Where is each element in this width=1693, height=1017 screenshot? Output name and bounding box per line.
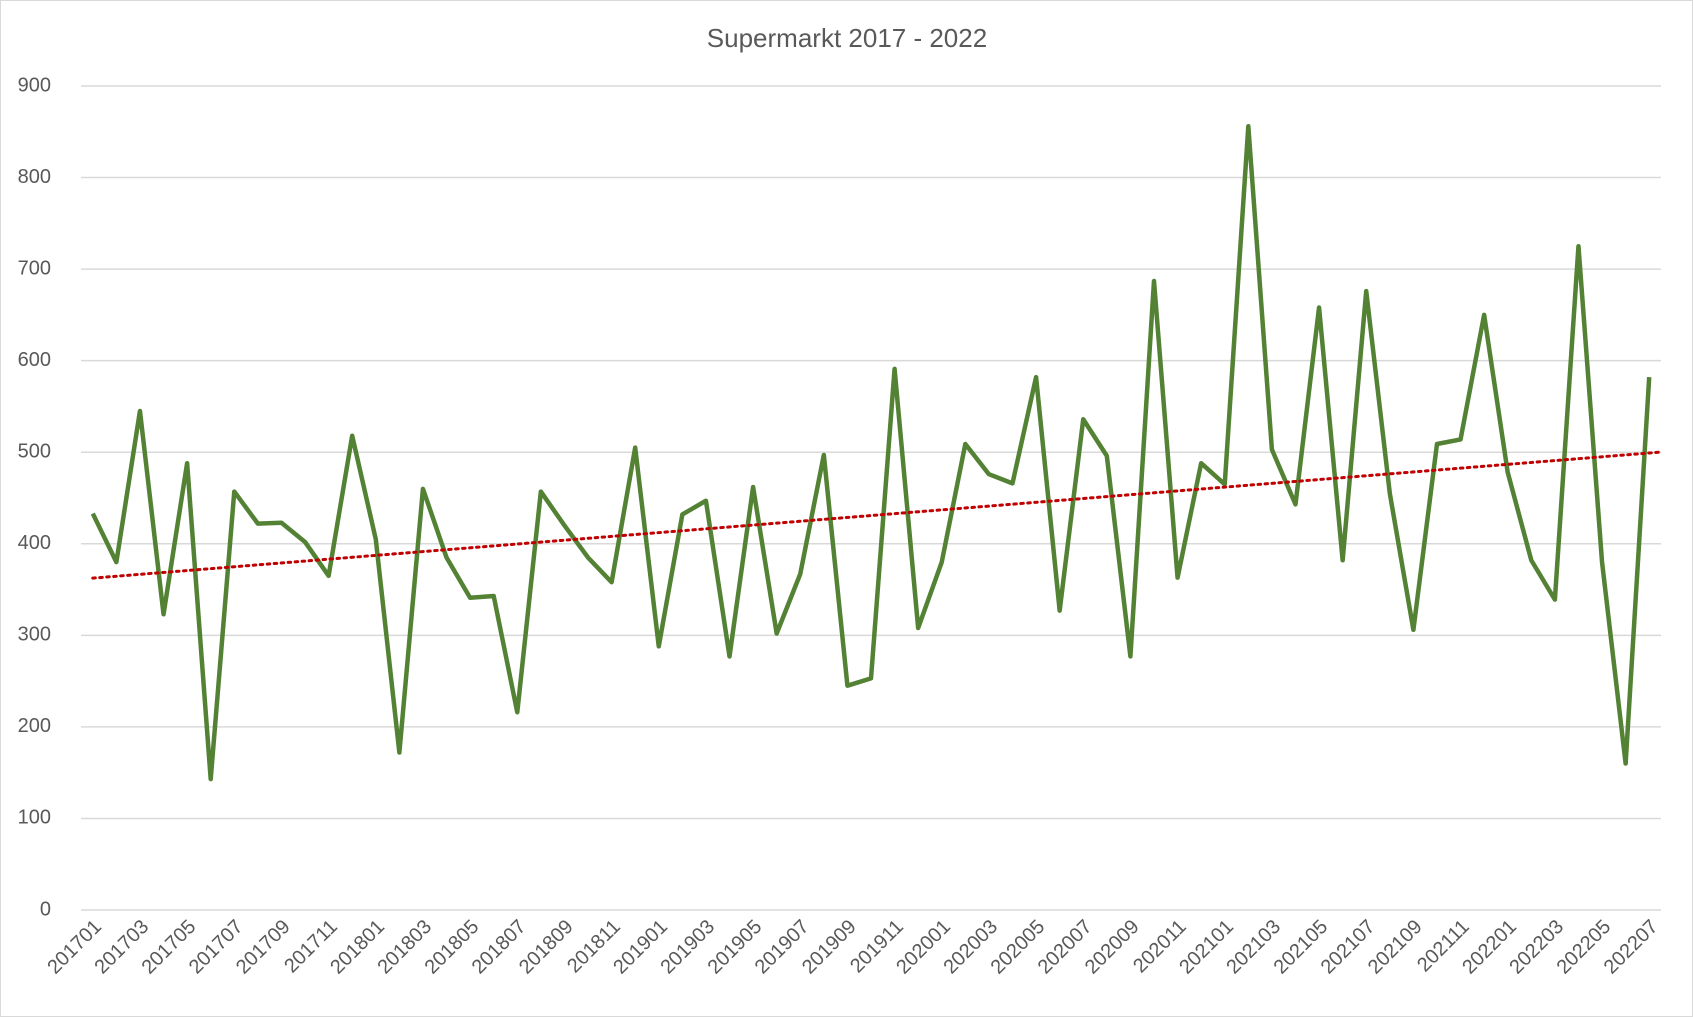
trendline — [91, 450, 1663, 580]
y-tick-label: 300 — [18, 624, 51, 646]
y-tick-label: 900 — [18, 74, 51, 96]
y-tick-label: 800 — [18, 166, 51, 188]
chart-title: Supermarkt 2017 - 2022 — [707, 23, 987, 53]
y-tick-label: 500 — [18, 441, 51, 463]
y-tick-label: 0 — [40, 898, 51, 920]
y-tick-label: 100 — [18, 807, 51, 829]
y-tick-label: 200 — [18, 715, 51, 737]
line-series — [90, 124, 1652, 782]
y-tick-label: 700 — [18, 257, 51, 279]
y-tick-label: 400 — [18, 532, 51, 554]
y-tick-label: 600 — [18, 349, 51, 371]
